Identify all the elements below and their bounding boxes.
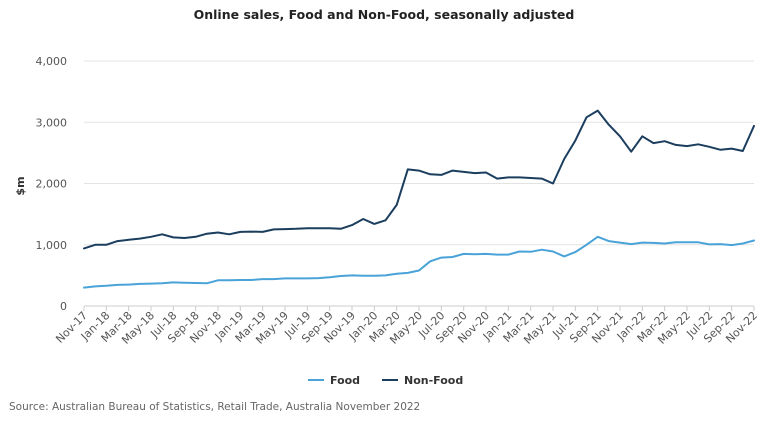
- series-line-food: [83, 235, 755, 289]
- y-tick-label: 2,000: [36, 178, 68, 191]
- series-line-non-food: [83, 109, 755, 250]
- y-tick-label: 3,000: [36, 116, 68, 129]
- source-note: Source: Australian Bureau of Statistics,…: [9, 401, 421, 413]
- series-lines: [83, 109, 755, 289]
- legend-label: Food: [330, 374, 360, 387]
- y-axis-label: $m: [14, 176, 27, 195]
- legend[interactable]: Food Non-Food: [308, 374, 463, 387]
- legend-label: Non-Food: [404, 374, 463, 387]
- x-axis-ticks: Nov-17Jan-18Mar-18May-18Jul-18Sep-18Nov-…: [53, 305, 760, 347]
- y-tick-label: 1,000: [36, 239, 68, 252]
- legend-item-non-food[interactable]: Non-Food: [382, 374, 463, 387]
- chart-title: Online sales, Food and Non-Food, seasona…: [193, 7, 575, 22]
- y-tick-label: 0: [60, 300, 67, 313]
- legend-item-food[interactable]: Food: [308, 374, 360, 387]
- y-axis-ticks: 0 1,000 2,000 3,000 4,000: [36, 55, 68, 313]
- y-tick-label: 4,000: [36, 55, 68, 68]
